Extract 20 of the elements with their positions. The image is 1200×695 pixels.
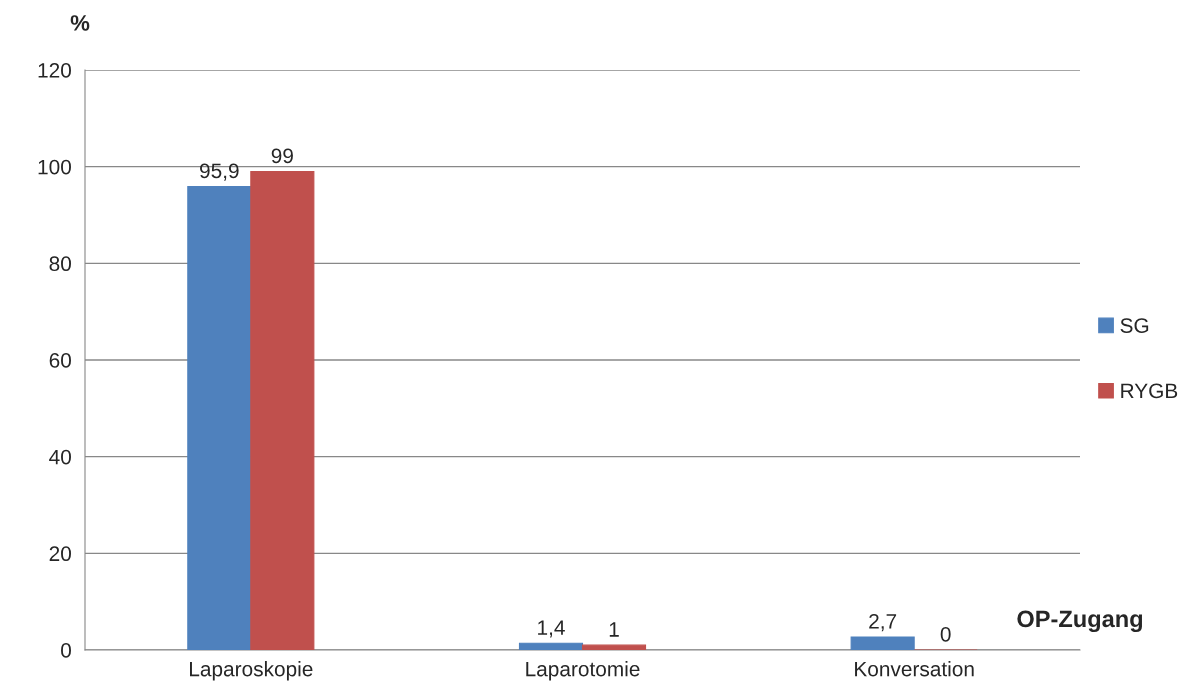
legend-label: RYGB	[1121, 383, 1178, 399]
y-tick-label: 100	[38, 159, 71, 175]
y-tick-label: 20	[49, 546, 71, 562]
x-tick-label: Laparotomie	[526, 661, 640, 681]
y-tick-label: 0	[61, 643, 71, 658]
x-axis-title: OP-Zugang	[1017, 610, 1143, 633]
data-label: 99	[271, 148, 293, 164]
y-tick-label: 40	[49, 449, 71, 465]
data-label: 2,7	[869, 613, 897, 632]
y-tick-label: 80	[49, 256, 71, 272]
data-label: 0	[940, 626, 951, 642]
y-tick-label: 120	[38, 63, 71, 78]
data-label: 95,9	[200, 163, 239, 181]
data-label: 1,4	[538, 620, 565, 638]
legend-label: SG	[1120, 318, 1149, 333]
x-tick-label: Konversation	[855, 661, 974, 677]
x-tick-label: Laparoskopie	[190, 661, 313, 681]
data-label: 1	[609, 622, 619, 637]
y-axis-title: %	[70, 15, 90, 31]
y-tick-label: 60	[49, 353, 71, 368]
